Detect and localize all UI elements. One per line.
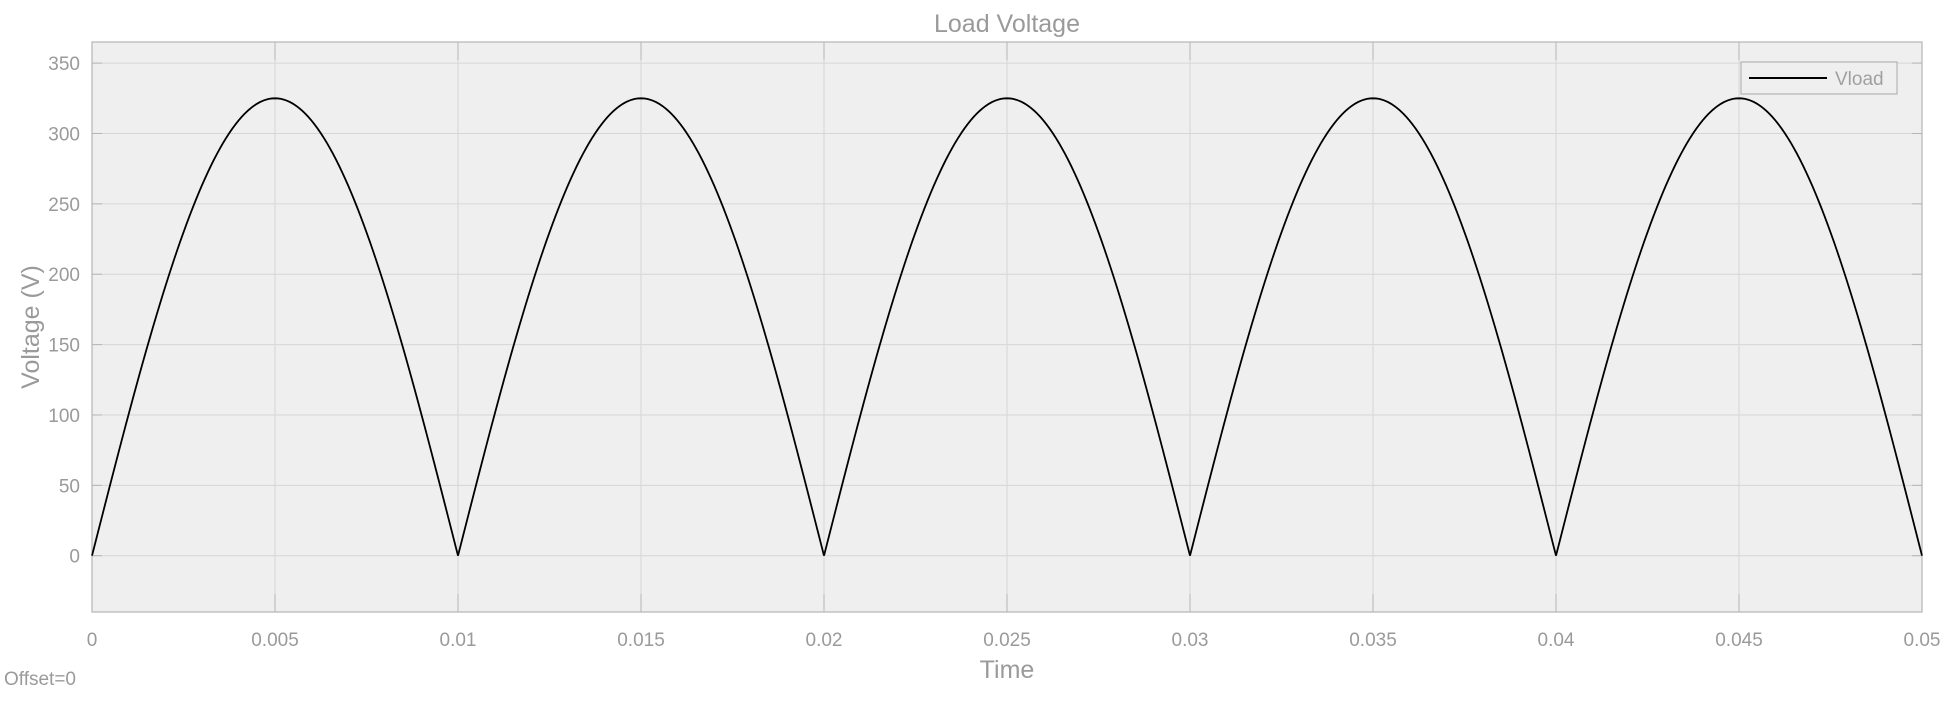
x-tick-label: 0.025: [983, 630, 1031, 651]
y-tick-label: 100: [48, 406, 80, 427]
y-axis-label: Voltage (V): [17, 265, 45, 389]
x-tick-label: 0: [87, 630, 98, 651]
x-axis-label: Time: [980, 656, 1035, 684]
y-tick-labels: 0 50 100 150 200 250 300 350: [48, 54, 80, 568]
y-tick-label: 0: [69, 547, 80, 568]
chart-title: Load Voltage: [934, 10, 1080, 38]
x-tick-label: 0.015: [617, 630, 665, 651]
y-tick-label: 300: [48, 124, 80, 145]
y-tick-label: 50: [59, 476, 80, 497]
y-tick-label: 350: [48, 54, 80, 75]
x-tick-label: 0.01: [440, 630, 477, 651]
legend-entry-vload: Vload: [1835, 69, 1884, 90]
y-tick-label: 250: [48, 195, 80, 216]
x-tick-labels: 0 0.005 0.01 0.015 0.02 0.025 0.03 0.035 0.04 0.0…: [87, 630, 1941, 651]
y-tick-label: 150: [48, 336, 80, 357]
x-tick-label: 0.005: [251, 630, 299, 651]
x-tick-label: 0.02: [806, 630, 843, 651]
x-tick-label: 0.045: [1715, 630, 1763, 651]
x-tick-label: 0.04: [1538, 630, 1575, 651]
x-tick-label: 0.05: [1904, 630, 1941, 651]
y-tick-label: 200: [48, 265, 80, 286]
legend: Vload: [1741, 62, 1897, 94]
x-tick-label: 0.035: [1349, 630, 1397, 651]
x-tick-label: 0.03: [1172, 630, 1209, 651]
offset-label: Offset=0: [4, 669, 76, 690]
